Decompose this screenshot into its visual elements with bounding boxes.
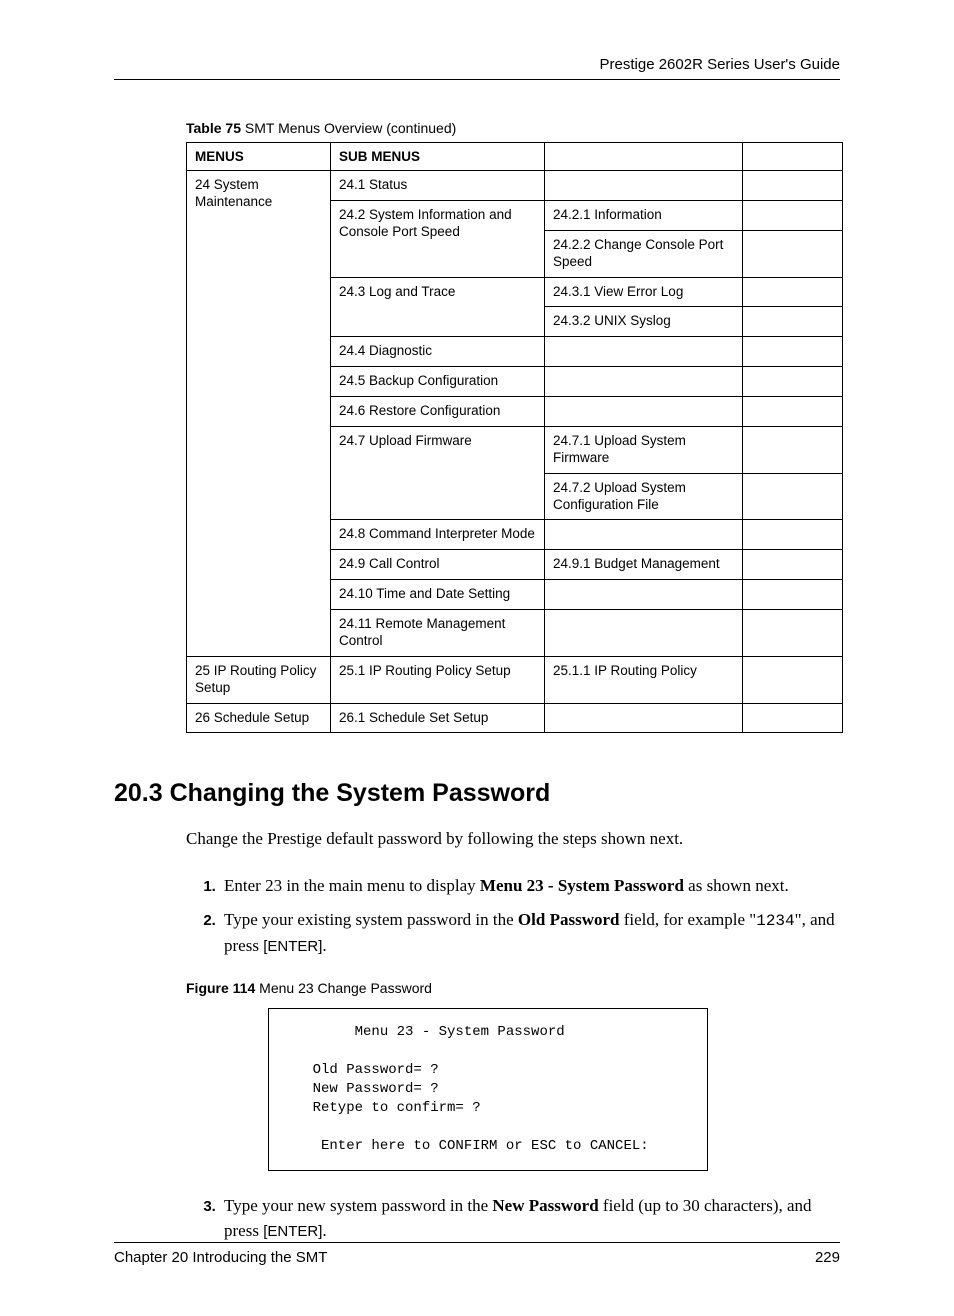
cell (743, 367, 843, 397)
cell (743, 656, 843, 703)
cell: 24.3 Log and Trace (331, 277, 545, 337)
step-text: Type your new system password in the (224, 1196, 492, 1215)
step-key: [ENTER] (263, 1223, 322, 1240)
cell: 24.2 System Information and Console Port… (331, 200, 545, 277)
cell: 24.8 Command Interpreter Mode (331, 520, 545, 550)
steps-list-cont: Type your new system password in the New… (186, 1193, 840, 1244)
cell (545, 703, 743, 733)
cell (743, 610, 843, 657)
step-text: as shown next. (684, 876, 789, 895)
section-intro: Change the Prestige default password by … (186, 828, 840, 851)
cell: 24.5 Backup Configuration (331, 367, 545, 397)
cell (743, 473, 843, 520)
footer-page-number: 229 (815, 1249, 840, 1266)
steps-list: Enter 23 in the main menu to display Men… (186, 873, 840, 958)
step-bold: New Password (492, 1196, 598, 1215)
cell (743, 426, 843, 473)
step-key: [ENTER] (263, 938, 322, 955)
cell: 25.1.1 IP Routing Policy (545, 656, 743, 703)
cell: 24.11 Remote Management Control (331, 610, 545, 657)
cell: 24.9.1 Budget Management (545, 550, 743, 580)
th-col4 (743, 143, 843, 171)
cell: 25 IP Routing Policy Setup (187, 656, 331, 703)
table-row: 25 IP Routing Policy Setup 25.1 IP Routi… (187, 656, 843, 703)
cell (545, 367, 743, 397)
page-header: Prestige 2602R Series User's Guide (114, 56, 840, 80)
cell: 24.7 Upload Firmware (331, 426, 545, 520)
cell (743, 230, 843, 277)
footer-chapter: Chapter 20 Introducing the SMT (114, 1249, 327, 1266)
cell: 24.9 Call Control (331, 550, 545, 580)
table-caption-text: SMT Menus Overview (continued) (245, 120, 456, 136)
cell: 24.4 Diagnostic (331, 337, 545, 367)
th-submenus: SUB MENUS (331, 143, 545, 171)
page-footer: Chapter 20 Introducing the SMT 229 (114, 1242, 840, 1266)
cell: 24.2.1 Information (545, 200, 743, 230)
th-col3 (545, 143, 743, 171)
cell: 24.3.1 View Error Log (545, 277, 743, 307)
table-caption: Table 75 SMT Menus Overview (continued) (186, 120, 840, 136)
figure-label: Figure 114 (186, 980, 255, 996)
figure-caption-text: Menu 23 Change Password (259, 980, 432, 996)
table-row: 26 Schedule Setup 26.1 Schedule Set Setu… (187, 703, 843, 733)
step-text: Type your existing system password in th… (224, 910, 518, 929)
guide-title: Prestige 2602R Series User's Guide (600, 56, 840, 73)
step-3: Type your new system password in the New… (220, 1193, 840, 1244)
cell (545, 580, 743, 610)
table-header-row: MENUS SUB MENUS (187, 143, 843, 171)
cell (545, 397, 743, 427)
table-label: Table 75 (186, 120, 241, 136)
step-2: Type your existing system password in th… (220, 907, 840, 959)
cell: 26.1 Schedule Set Setup (331, 703, 545, 733)
step-text: . (322, 936, 326, 955)
step-code: 1234 (756, 912, 794, 930)
cell: 24.6 Restore Configuration (331, 397, 545, 427)
menus-table: MENUS SUB MENUS 24 System Maintenance 24… (186, 142, 843, 733)
cell (743, 397, 843, 427)
cell: 24.1 Status (331, 171, 545, 201)
step-bold: Old Password (518, 910, 620, 929)
step-bold: Menu 23 - System Password (480, 876, 684, 895)
cell (743, 277, 843, 307)
step-text: . (322, 1221, 326, 1240)
cell: 25.1 IP Routing Policy Setup (331, 656, 545, 703)
cell (743, 200, 843, 230)
step-text: field, for example " (619, 910, 756, 929)
cell (743, 520, 843, 550)
table-row: 24 System Maintenance 24.1 Status (187, 171, 843, 201)
step-1: Enter 23 in the main menu to display Men… (220, 873, 840, 899)
cell (545, 610, 743, 657)
terminal-output: Menu 23 - System Password Old Password= … (268, 1008, 708, 1170)
cell: 24.7.1 Upload System Firmware (545, 426, 743, 473)
cell (743, 307, 843, 337)
th-menus: MENUS (187, 143, 331, 171)
cell (743, 550, 843, 580)
step-text: Enter 23 in the main menu to display (224, 876, 480, 895)
cell: 24 System Maintenance (187, 171, 331, 657)
cell: 26 Schedule Setup (187, 703, 331, 733)
cell: 24.2.2 Change Console Port Speed (545, 230, 743, 277)
cell (545, 520, 743, 550)
cell (545, 171, 743, 201)
figure-caption: Figure 114 Menu 23 Change Password (186, 980, 840, 996)
cell (743, 580, 843, 610)
cell: 24.3.2 UNIX Syslog (545, 307, 743, 337)
cell: 24.7.2 Upload System Configuration File (545, 473, 743, 520)
section-heading: 20.3 Changing the System Password (114, 779, 840, 808)
cell (743, 171, 843, 201)
cell (545, 337, 743, 367)
page-container: Prestige 2602R Series User's Guide Table… (0, 0, 954, 1316)
cell (743, 703, 843, 733)
cell: 24.10 Time and Date Setting (331, 580, 545, 610)
cell (743, 337, 843, 367)
